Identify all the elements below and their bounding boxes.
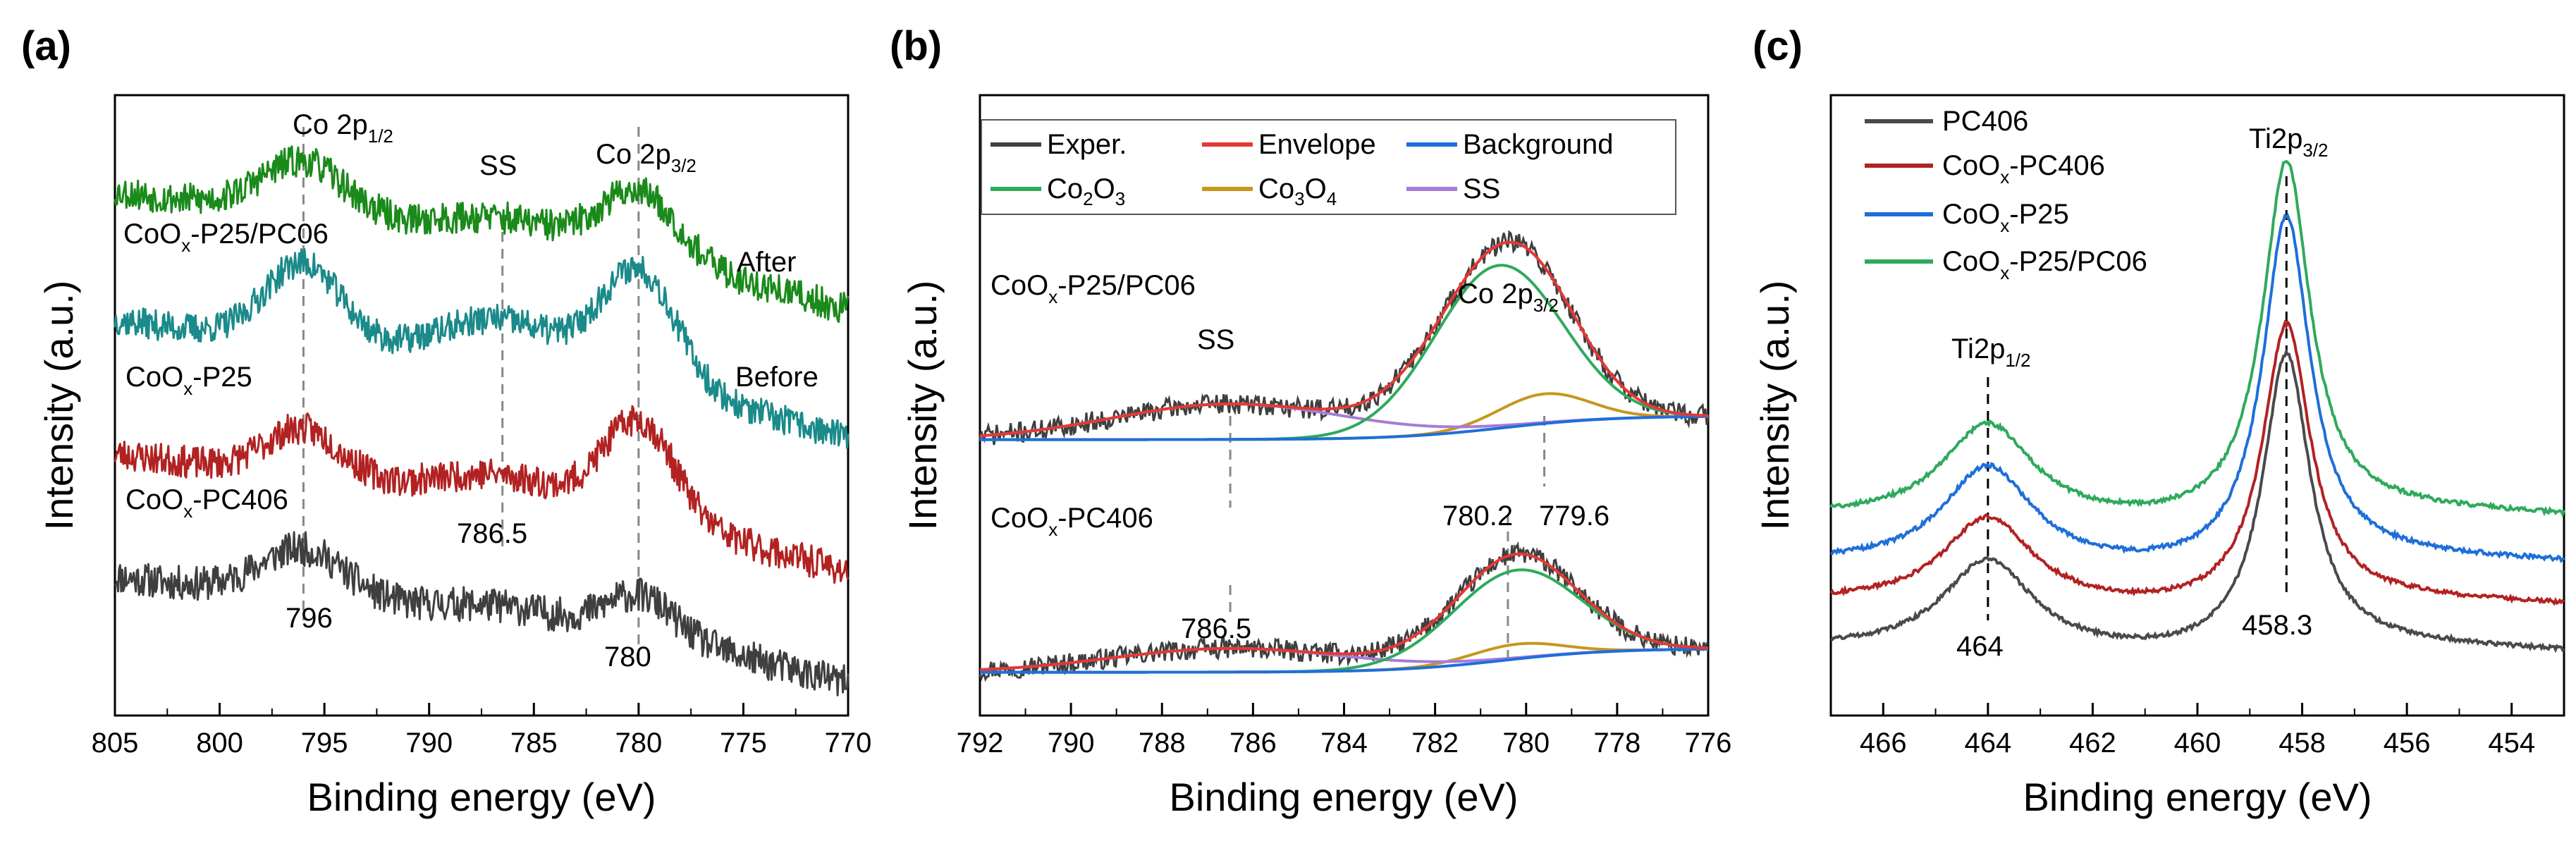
panel-a: (a) 805 800 795 790 785 780 775 770 Binding ene… [21, 23, 871, 819]
panel-c-464-label: 464 [1956, 631, 2004, 662]
panel-b-envelope-line [979, 240, 1708, 438]
panel-a-sample-p25: CoOx-P25 [125, 362, 252, 399]
panel-c-xlabel: Binding energy (eV) [2023, 775, 2372, 819]
panel-a-xticks: 805 800 795 790 785 780 775 770 [92, 703, 872, 759]
panel-b-xlabel: Binding energy (eV) [1170, 775, 1519, 819]
panel-a-tick-label: 805 [92, 728, 139, 759]
panel-b-tick-label: 790 [1048, 728, 1095, 759]
panel-b-guide-lines [1229, 416, 1546, 659]
panel-b-exper-line [979, 230, 1710, 446]
panel-a-780-label: 780 [604, 642, 651, 673]
panel-a-series [114, 145, 850, 696]
panel-a-before-label: Before [735, 362, 818, 393]
panel-a-sample-p25pc06: CoOx-P25/PC06 [123, 219, 329, 256]
panel-a-tick-label: 800 [196, 728, 243, 759]
panel-b-background-line [980, 415, 1708, 441]
panel-b-tick-label: 788 [1139, 728, 1186, 759]
panel-b-ss-label: SS [1197, 324, 1234, 355]
panel-c-4583-label: 458.3 [2242, 610, 2312, 641]
panel-a-series-line [114, 405, 850, 584]
panel-c-series-line [1830, 213, 2565, 563]
panel-b-tick-label: 782 [1411, 728, 1459, 759]
panel-c-tick-label: 456 [2384, 728, 2431, 759]
panel-a-tick-label: 780 [615, 728, 662, 759]
panel-a-series-line [114, 145, 850, 324]
legend-envelope-label: Envelope [1258, 129, 1376, 160]
panel-c-legend: PC406 CoOx-PC406 CoOx-P25 CoOx-P25/PC06 [1865, 106, 2147, 283]
panel-b-legend: Exper. Envelope Background Co2O3 Co3O4 S… [981, 119, 1676, 215]
legend-ss-label: SS [1463, 173, 1500, 204]
panel-c-ylabel: Intensity (a.u.) [1753, 281, 1797, 531]
panel-a-guide-lines [302, 127, 640, 663]
panel-c-tick-label: 464 [1964, 728, 2011, 759]
panel-b-tick-label: 780 [1502, 728, 1550, 759]
panel-b-tick-label: 776 [1685, 728, 1732, 759]
panel-c-ti2p32-label: Ti2p3/2 [2249, 123, 2328, 161]
legend-exper-label: Exper. [1047, 129, 1127, 160]
panel-a-tick-label: 770 [825, 728, 872, 759]
panel-a-tick-label: 785 [510, 728, 558, 759]
legend-co3o4-label: Co3O4 [1258, 173, 1337, 209]
panel-a-co2p12-label: Co 2p1/2 [293, 109, 393, 147]
panel-c-series-line [1830, 348, 2565, 653]
panel-c-tick-label: 460 [2174, 728, 2221, 759]
panel-a-co2p32-label: Co 2p3/2 [596, 139, 697, 176]
panel-b-background-line [980, 647, 1708, 674]
panel-b-sample-p25pc06: CoOx-P25/PC06 [990, 270, 1196, 307]
panel-c-tick-label: 454 [2488, 728, 2535, 759]
legend-pc406-label: PC406 [1942, 106, 2028, 137]
panel-a-series-line [114, 247, 850, 449]
panel-b-title: (b) [890, 23, 942, 69]
panel-a-7865-label: 786.5 [457, 518, 527, 549]
panel-b-xticks: 792 790 788 786 784 782 780 778 776 [957, 703, 1732, 759]
panel-c: (c) 466 464 462 460 458 456 454 Binding energy… [1753, 23, 2565, 819]
panel-a-sample-pc406: CoOx-PC406 [125, 484, 288, 522]
panel-b-co2p32-label: Co 2p3/2 [1458, 278, 1559, 316]
panel-a-after-label: After [737, 247, 796, 278]
panel-b: (b) 792 790 788 786 784 782 780 778 776 Binding … [890, 23, 1731, 819]
panel-a-tick-label: 790 [405, 728, 453, 759]
panel-a-series-line [114, 531, 850, 696]
panel-a-xlabel: Binding energy (eV) [307, 775, 656, 819]
panel-c-frame [1829, 94, 2565, 717]
panel-c-tick-label: 458 [2278, 728, 2326, 759]
panel-a-ylabel: Intensity (a.u.) [37, 281, 81, 531]
panel-a-796-label: 796 [286, 603, 333, 634]
legend-coox-pc406-label: CoOx-PC406 [1942, 150, 2105, 188]
panel-b-tick-label: 786 [1229, 728, 1277, 759]
panel-a-tick-label: 775 [720, 728, 767, 759]
panel-a-tick-label: 795 [301, 728, 348, 759]
panel-b-tick-label: 784 [1320, 728, 1368, 759]
panel-c-tick-label: 462 [2069, 728, 2116, 759]
panel-b-7796-label: 779.6 [1539, 501, 1609, 532]
panel-a-ss-label: SS [479, 150, 517, 181]
panel-b-sample-pc406: CoOx-PC406 [990, 503, 1153, 540]
panel-c-guide-lines [1987, 176, 2288, 620]
panel-c-ti2p12-label: Ti2p1/2 [1951, 333, 2030, 371]
legend-coox-p25-label: CoOx-P25 [1942, 199, 2069, 236]
legend-co2o3-label: Co2O3 [1047, 173, 1125, 209]
panel-c-title: (c) [1753, 23, 1803, 69]
panel-c-series [1829, 159, 2565, 653]
panel-b-envelope-line [979, 552, 1709, 671]
panel-c-series-line [1829, 319, 2565, 606]
panel-c-series-line [1829, 159, 2565, 518]
panel-b-ylabel: Intensity (a.u.) [900, 281, 945, 531]
panel-c-tick-label: 466 [1860, 728, 1907, 759]
panel-b-exper-line [979, 541, 1709, 682]
panel-b-legend-box [981, 119, 1676, 215]
panel-a-title: (a) [21, 23, 71, 69]
panel-b-tick-label: 778 [1594, 728, 1641, 759]
panel-b-tick-label: 792 [957, 728, 1004, 759]
panel-c-xticks: 466 464 462 460 458 456 454 [1830, 703, 2565, 759]
panel-b-series [979, 230, 1710, 682]
legend-background-label: Background [1463, 129, 1613, 160]
legend-coox-p25pc06-label: CoOx-P25/PC06 [1942, 246, 2147, 283]
panel-b-7865-label: 786.5 [1181, 613, 1251, 644]
panel-b-7802-label: 780.2 [1442, 501, 1513, 532]
